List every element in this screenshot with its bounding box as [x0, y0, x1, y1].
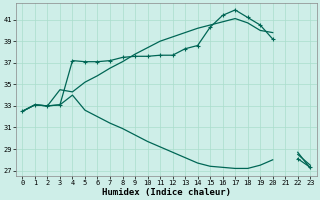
X-axis label: Humidex (Indice chaleur): Humidex (Indice chaleur) [102, 188, 231, 197]
